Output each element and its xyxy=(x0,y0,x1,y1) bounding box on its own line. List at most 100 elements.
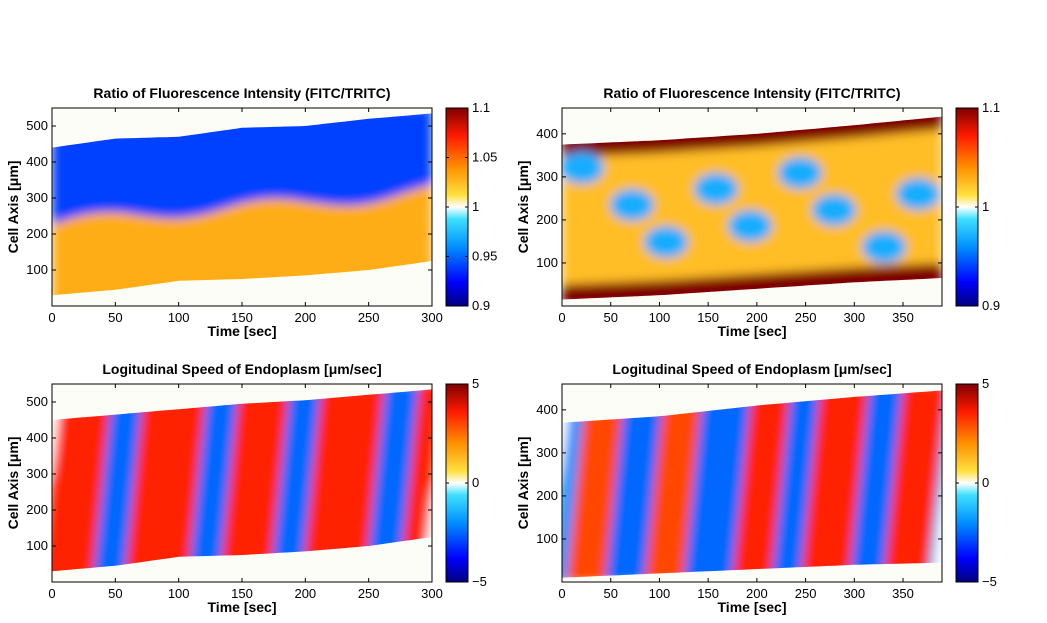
y-axis-label: Cell Axis [μm] xyxy=(5,161,21,254)
x-tick-label: 200 xyxy=(746,310,768,325)
speed-stripe-6 xyxy=(732,390,792,578)
y-tick-label: 400 xyxy=(536,126,558,141)
blue-patch xyxy=(728,210,772,242)
x-tick-label: 0 xyxy=(558,310,565,325)
blue-patch xyxy=(644,226,688,258)
y-tick-label: 100 xyxy=(536,255,558,270)
heatmap-field xyxy=(562,116,942,300)
x-axis-label: Time [sec] xyxy=(718,323,787,339)
y-tick-label: 200 xyxy=(536,212,558,227)
y-tick-label: 400 xyxy=(26,430,48,445)
speed-stripe-8 xyxy=(800,390,870,578)
blue-patch xyxy=(862,231,906,263)
x-tick-label: 250 xyxy=(358,310,380,325)
axes-frame xyxy=(561,383,943,583)
x-tick-label: 0 xyxy=(48,310,55,325)
x-tick-label: 100 xyxy=(649,310,671,325)
x-tick-label: 200 xyxy=(294,586,316,601)
y-tick-label: 200 xyxy=(26,226,48,241)
y-axis-label: Cell Axis [μm] xyxy=(515,437,531,530)
x-tick-label: 300 xyxy=(421,310,443,325)
x-axis-label: Time [sec] xyxy=(208,599,277,615)
y-tick-label: 500 xyxy=(26,394,48,409)
blue-patch xyxy=(812,194,856,226)
x-tick-label: 250 xyxy=(358,586,380,601)
colorbar-tick-label: 0.95 xyxy=(472,249,497,264)
x-tick-label: 300 xyxy=(421,586,443,601)
speed-stripe-6 xyxy=(270,389,322,572)
x-tick-label: 350 xyxy=(892,586,914,601)
y-tick-label: 500 xyxy=(26,118,48,133)
y-tick-label: 300 xyxy=(536,445,558,460)
x-tick-label: 200 xyxy=(294,310,316,325)
chart-panel-3: 0 50 100 150 200 250 300 100 200 300 400 500 Logitud… xyxy=(5,361,487,615)
colorbar xyxy=(955,107,979,307)
speed-stripe-3 xyxy=(605,390,665,578)
axes-frame xyxy=(561,107,943,307)
speed-stripe-4 xyxy=(187,389,240,572)
colorbar-tick-label: 1.05 xyxy=(472,150,497,165)
chart-panel-4: 0 50 100 150 200 250 300 350100200300400Logitud… xyxy=(515,361,997,615)
y-tick-label: 300 xyxy=(26,190,48,205)
speed-stripe-11 xyxy=(927,390,942,578)
colorbar-tick-label: 0.9 xyxy=(472,298,490,313)
colorbar xyxy=(445,383,469,583)
x-axis-label: Time [sec] xyxy=(208,323,277,339)
speed-stripe-5 xyxy=(683,390,753,578)
x-tick-label: 50 xyxy=(108,586,122,601)
colorbar-tick-label: 1 xyxy=(982,199,989,214)
y-tick-label: 100 xyxy=(536,531,558,546)
chart-title: Ratio of Fluorescence Intensity (FITC/TR… xyxy=(93,85,390,101)
y-tick-label: 400 xyxy=(536,402,558,417)
blue-patch xyxy=(694,173,738,205)
x-tick-label: 50 xyxy=(603,586,617,601)
x-tick-label: 150 xyxy=(231,586,253,601)
x-tick-label: 300 xyxy=(843,310,865,325)
blue-patch xyxy=(610,189,654,221)
colorbar-tick-label: −5 xyxy=(472,574,487,589)
chart-title: Logitudinal Speed of Endoplasm [μm/sec] xyxy=(612,361,891,377)
x-tick-label: 250 xyxy=(795,586,817,601)
x-tick-label: 50 xyxy=(108,310,122,325)
colorbar-tick-label: 1.1 xyxy=(982,100,1000,115)
chart-title: Logitudinal Speed of Endoplasm [μm/sec] xyxy=(102,361,381,377)
y-axis-label: Cell Axis [μm] xyxy=(5,437,21,530)
y-tick-label: 300 xyxy=(26,466,48,481)
speed-stripe-9 xyxy=(399,389,432,572)
colorbar xyxy=(955,383,979,583)
heatmap-field xyxy=(562,390,942,578)
x-tick-label: 0 xyxy=(48,586,55,601)
x-tick-label: 150 xyxy=(231,310,253,325)
speed-stripe-9 xyxy=(849,390,904,578)
x-tick-label: 150 xyxy=(697,586,719,601)
speed-stripe-5 xyxy=(219,389,290,572)
colorbar-tick-label: −5 xyxy=(982,574,997,589)
y-tick-label: 300 xyxy=(536,169,558,184)
heatmap-field xyxy=(52,389,432,572)
colorbar-tick-label: 5 xyxy=(982,376,989,391)
speed-stripe-4 xyxy=(644,390,704,578)
y-tick-label: 100 xyxy=(26,538,48,553)
y-tick-label: 200 xyxy=(26,502,48,517)
speed-stripe-1 xyxy=(52,389,113,572)
speed-stripe-10 xyxy=(883,390,942,578)
heatmap-field xyxy=(52,113,432,296)
speed-stripe-1 xyxy=(562,390,587,578)
x-tick-label: 100 xyxy=(168,586,190,601)
speed-stripe-3 xyxy=(124,389,208,572)
chart-panel-2: 0 50 100 150 200 250 300 350 100 200 300 400 Ratio o… xyxy=(515,85,1000,339)
x-tick-label: 150 xyxy=(697,310,719,325)
chart-panel-1: 0 50 100 150 200 250 300 100 200 300 400 500 Ratio o… xyxy=(5,85,497,339)
x-tick-label: 50 xyxy=(603,310,617,325)
x-tick-label: 300 xyxy=(843,586,865,601)
y-tick-label: 100 xyxy=(26,262,48,277)
x-axis-label: Time [sec] xyxy=(718,599,787,615)
x-tick-label: 350 xyxy=(892,310,914,325)
x-tick-label: 100 xyxy=(649,586,671,601)
speed-stripe-2 xyxy=(92,389,145,572)
colorbar xyxy=(445,107,469,307)
x-tick-label: 100 xyxy=(168,310,190,325)
y-axis-label: Cell Axis [μm] xyxy=(515,161,531,254)
colorbar-tick-label: 0 xyxy=(472,475,479,490)
